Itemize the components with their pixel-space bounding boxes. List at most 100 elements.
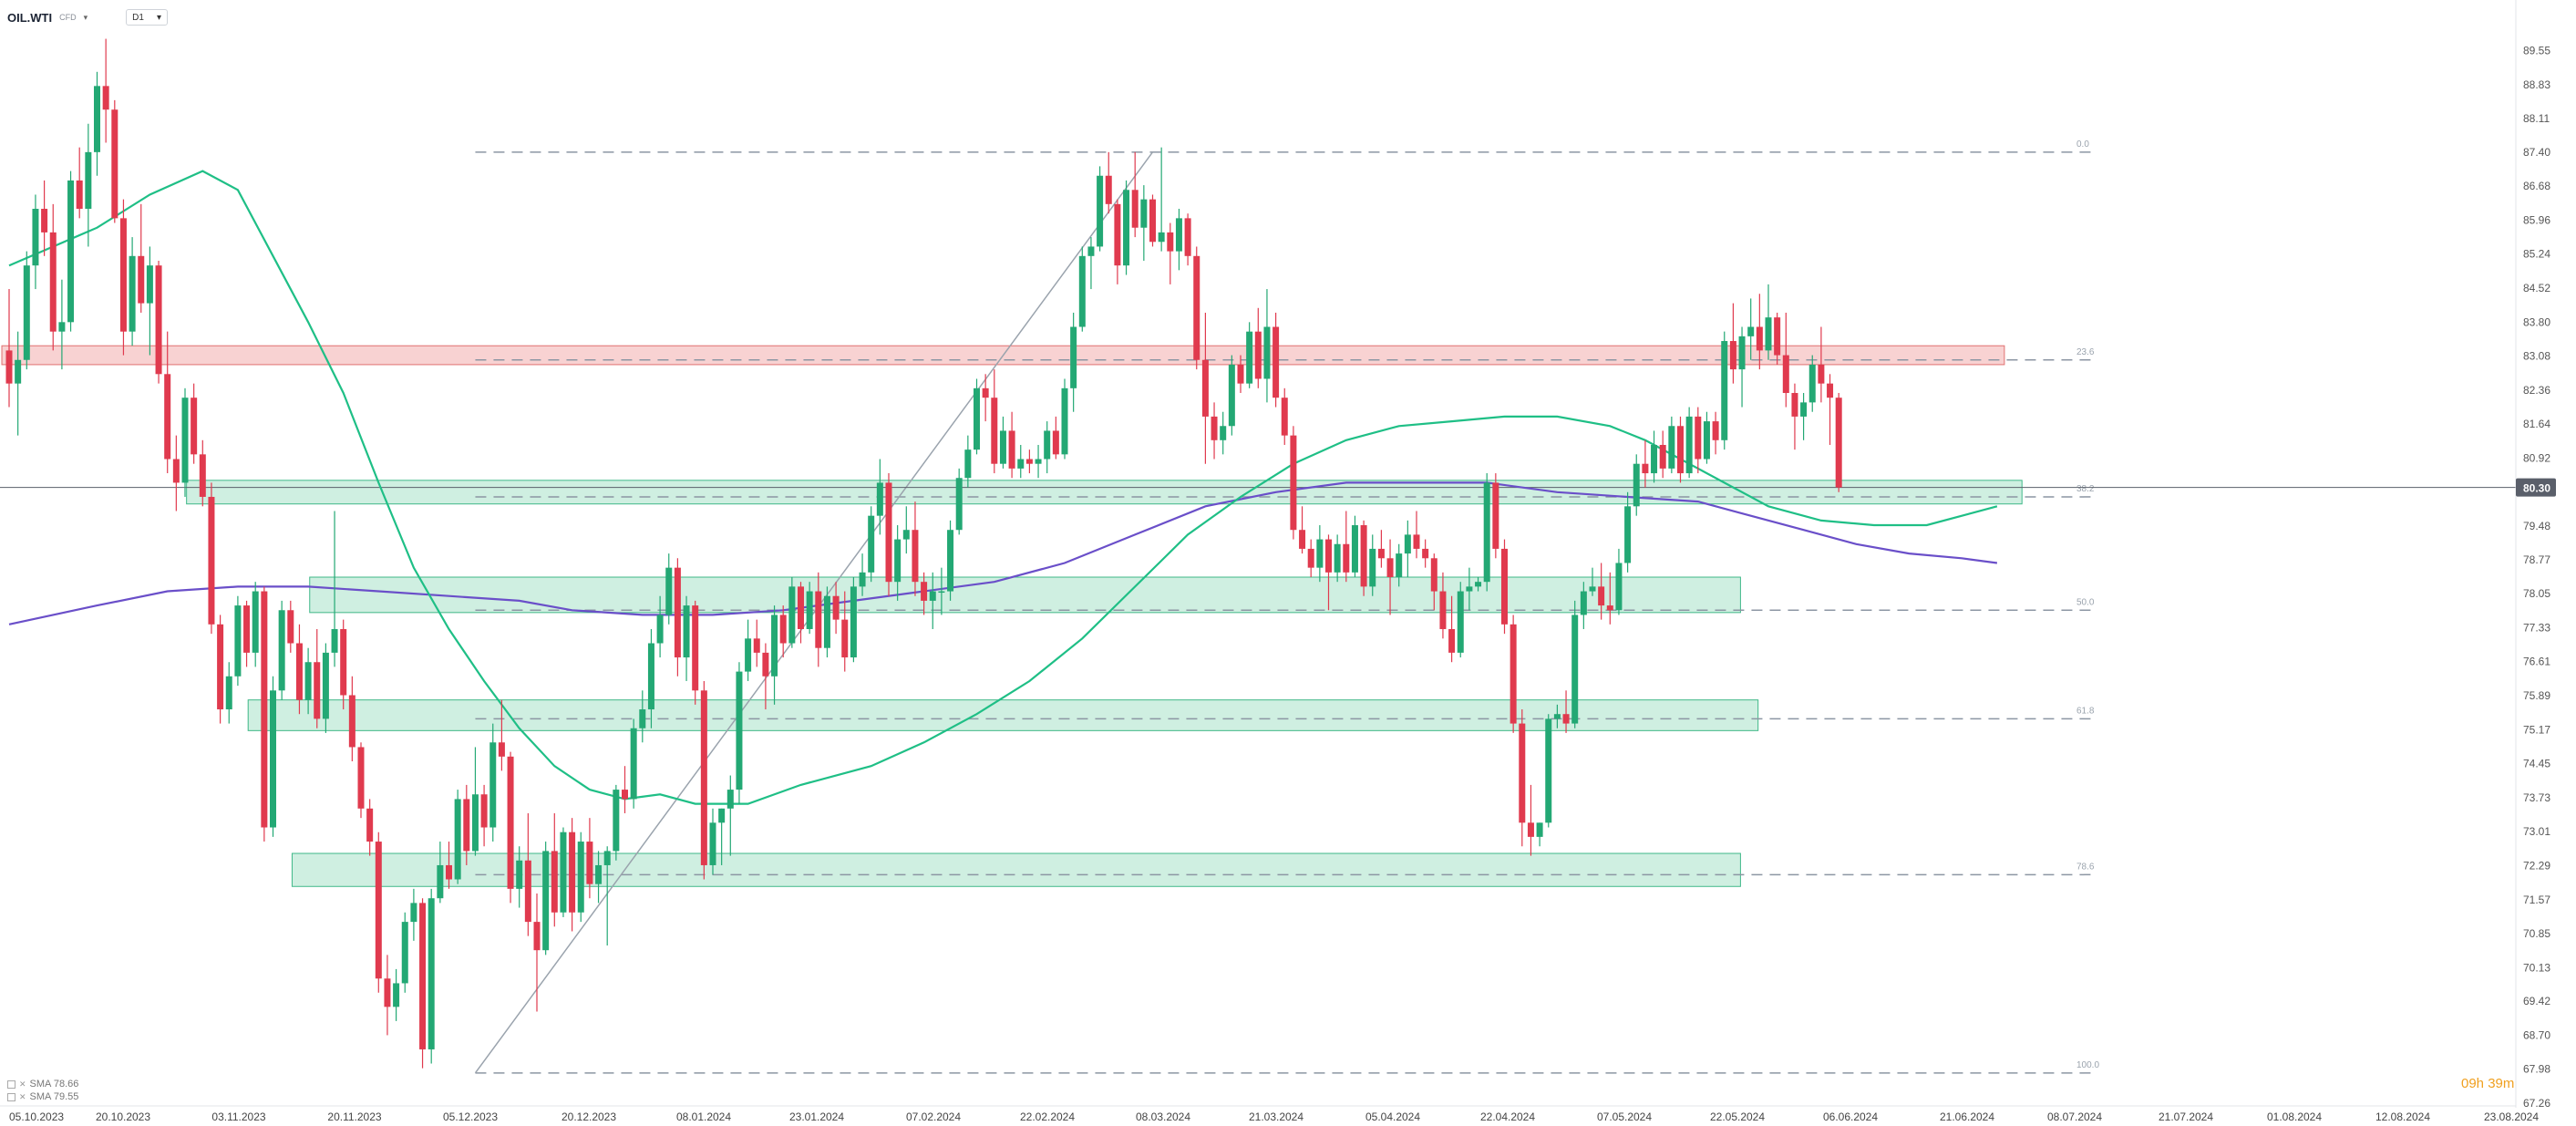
candle-down <box>1105 151 1112 214</box>
candle-up <box>1158 147 1165 252</box>
y-tick-label: 72.29 <box>2523 859 2550 872</box>
candle-body <box>243 605 251 653</box>
candle-body <box>119 218 127 332</box>
candle-body <box>1695 416 1702 460</box>
candle-body <box>1712 421 1719 440</box>
candle-body <box>357 747 365 809</box>
candle-body <box>471 794 479 852</box>
candle-body <box>921 582 928 601</box>
candle-body <box>314 662 321 719</box>
candle-up <box>270 676 276 837</box>
candle-down <box>700 680 707 880</box>
candle-body <box>1580 591 1587 615</box>
legend-eye-icon[interactable]: ✕ <box>19 1080 26 1089</box>
candle-body <box>1562 714 1570 724</box>
y-tick-label: 79.48 <box>2523 520 2550 532</box>
candle-body <box>850 586 857 658</box>
candle-body <box>753 638 760 653</box>
candle-up <box>331 511 338 667</box>
legend-toggle-icon[interactable] <box>7 1092 15 1101</box>
candle-body <box>736 671 743 790</box>
candle-down <box>1201 312 1209 464</box>
candle-body <box>964 449 972 479</box>
candle-body <box>718 808 726 823</box>
x-tick-label: 23.01.2024 <box>789 1111 844 1123</box>
y-tick-label: 84.52 <box>2523 282 2550 294</box>
candle-up <box>603 846 611 946</box>
candle-body <box>1615 563 1623 611</box>
candle-up <box>1220 411 1227 455</box>
legend-sma-fast: SMA 79.55 <box>29 1091 79 1102</box>
candle-up <box>1087 237 1095 290</box>
candle-up <box>32 194 39 290</box>
candle-body <box>1791 393 1798 417</box>
y-tick-label: 77.33 <box>2523 621 2550 634</box>
candle-body <box>428 898 435 1049</box>
candle-body <box>647 643 654 710</box>
candle-up <box>437 842 444 904</box>
last-price-label: 80.30 <box>2523 482 2550 495</box>
support-zone <box>309 576 1741 614</box>
candle-body <box>894 539 902 583</box>
candle-down <box>295 624 303 715</box>
legend-row-fast[interactable]: ✕ SMA 79.55 <box>7 1090 78 1103</box>
candle-body <box>1439 591 1447 629</box>
candle-up <box>1738 326 1746 408</box>
candle-body <box>1756 326 1763 351</box>
candle-up <box>67 170 75 332</box>
candle-body <box>234 605 242 677</box>
symbol-dropdown-icon[interactable]: ▾ <box>83 12 88 22</box>
candle-down <box>1167 222 1174 284</box>
candle-down <box>991 369 998 474</box>
candle-down <box>1695 407 1702 474</box>
y-tick-label: 70.13 <box>2523 961 2550 974</box>
x-tick-label: 07.05.2024 <box>1597 1111 1652 1123</box>
candle-body <box>622 790 628 800</box>
candle-body <box>49 232 57 332</box>
candle-body <box>23 265 30 360</box>
candle-body <box>955 478 963 531</box>
candle-body <box>1827 383 1834 398</box>
candle-up <box>999 416 1006 469</box>
candle-up <box>745 619 752 681</box>
candle-down <box>1114 199 1121 284</box>
candle-body <box>1105 175 1112 204</box>
candle-body <box>533 922 541 951</box>
x-tick-label: 20.12.2023 <box>562 1111 616 1123</box>
candle-body <box>788 586 796 644</box>
symbol-name[interactable]: OIL.WTI <box>7 10 53 25</box>
candle-body <box>709 822 716 865</box>
timeframe-dropdown-icon[interactable]: ▾ <box>156 12 161 23</box>
candle-up <box>1369 534 1376 596</box>
candle-body <box>1228 364 1235 427</box>
candle-up <box>393 968 400 1021</box>
candle-body <box>437 864 444 899</box>
candle-up <box>410 888 417 941</box>
candle-up <box>322 643 329 733</box>
candle-down <box>208 482 215 635</box>
candle-body <box>498 742 505 757</box>
candle-up <box>1017 444 1025 479</box>
legend-sma-slow: SMA 78.66 <box>29 1079 79 1090</box>
candle-down <box>921 572 928 615</box>
legend-row-slow[interactable]: ✕ SMA 78.66 <box>7 1078 78 1090</box>
candle-down <box>1430 553 1437 611</box>
y-tick-label: 82.36 <box>2523 384 2550 397</box>
candle-down <box>375 832 382 993</box>
candle-body <box>1140 199 1148 228</box>
candle-up <box>181 387 189 497</box>
legend-toggle-icon[interactable] <box>7 1080 15 1089</box>
timeframe-label: D1 <box>132 12 144 23</box>
candle-body <box>164 374 171 460</box>
candle-down <box>1782 312 1789 408</box>
candle-body <box>1519 723 1526 823</box>
candle-up <box>1808 355 1816 412</box>
candle-down <box>1835 393 1842 492</box>
indicator-legend: ✕ SMA 78.66 ✕ SMA 79.55 <box>7 1078 78 1103</box>
candle-down <box>41 180 48 256</box>
legend-eye-icon[interactable]: ✕ <box>19 1092 26 1101</box>
timeframe-selector[interactable]: D1 ▾ <box>126 9 168 26</box>
candle-body <box>1571 615 1579 724</box>
candle-up <box>683 595 690 681</box>
